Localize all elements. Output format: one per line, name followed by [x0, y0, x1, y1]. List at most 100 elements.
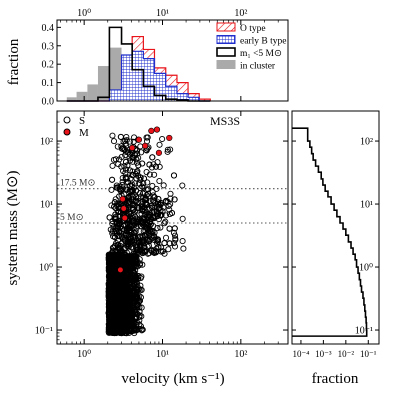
scatter-point-s	[116, 183, 123, 190]
scatter-point-s	[144, 179, 151, 186]
scatter-point-s	[109, 162, 116, 169]
scatter-point-s	[111, 234, 119, 241]
scatter-point-s	[124, 162, 131, 169]
scatter-point-s	[105, 288, 112, 295]
scatter-point-s	[136, 180, 143, 187]
scatter-point-s	[131, 282, 138, 289]
top-hist-bar	[143, 58, 155, 101]
top-xtick-label: 10²	[234, 8, 247, 19]
top-ytick-label: 0.2	[42, 60, 55, 71]
scatter-point-s	[156, 141, 163, 148]
scatter-point-s	[133, 246, 140, 253]
scatter-point-s	[113, 281, 120, 288]
scatter-point-s	[137, 247, 144, 254]
scatter-point-s	[134, 199, 141, 206]
scatter-point-s	[171, 239, 178, 247]
scatter-xtick-label: 10¹	[156, 349, 169, 360]
scatter-point-s	[137, 174, 144, 181]
scatter-point-s	[114, 311, 121, 318]
scatter-point-s	[135, 162, 142, 169]
scatter-point-s	[117, 133, 124, 140]
top-hist-bar	[97, 66, 110, 101]
scatter-point-m	[120, 205, 127, 212]
scatter-point-s	[108, 273, 115, 280]
scatter-point-s	[133, 244, 140, 251]
scatter-xtick-label: 10²	[234, 349, 247, 360]
scatter-point-s	[166, 225, 173, 232]
scatter-point-s	[167, 146, 174, 153]
scatter-ytick-label: 10²	[40, 137, 53, 148]
scatter-point-s	[152, 163, 160, 170]
scatter-frame	[56, 110, 289, 345]
scatter-point-s	[119, 305, 126, 312]
scatter-point-s	[139, 233, 146, 240]
scatter-point-s	[111, 199, 118, 206]
right-hist-xlabel: fraction	[312, 371, 359, 387]
scatter-point-s	[127, 188, 134, 195]
scatter-point-s	[116, 221, 123, 228]
scatter-point-s	[160, 182, 167, 189]
scatter-point-s	[131, 326, 138, 333]
scatter-point-s	[118, 240, 125, 247]
scatter-point-s	[122, 166, 130, 173]
right-xtick-label: 10⁻¹	[360, 349, 377, 359]
scatter-point-s	[133, 187, 140, 194]
scatter-point-m	[148, 127, 155, 134]
scatter-point-s	[140, 175, 148, 182]
legend-label-M: M	[79, 127, 89, 139]
legend-label-grey-fill: in cluster	[240, 62, 276, 72]
scatter-point-s	[168, 209, 176, 217]
legend-swatch-red-hatch	[216, 22, 236, 32]
scatter-point-s	[162, 218, 169, 225]
scatter-point-s	[110, 224, 117, 231]
scatter-point-s	[106, 309, 113, 317]
top-hist-step	[66, 26, 211, 102]
scatter-point-s	[125, 194, 132, 201]
scatter-point-s	[171, 232, 179, 239]
scatter-point-s	[134, 168, 141, 175]
scatter-point-s	[143, 192, 150, 199]
scatter-point-s	[128, 275, 135, 282]
scatter-point-s	[119, 296, 126, 303]
scatter-point-s	[127, 240, 134, 247]
scatter-point-s	[115, 161, 122, 168]
right-ytick-label: 10⁻¹	[355, 326, 373, 337]
top-hist-bar	[176, 82, 189, 101]
scatter-point-s	[128, 272, 135, 279]
scatter-point-s	[126, 187, 133, 194]
scatter-point-s	[179, 182, 186, 189]
scatter-point-s	[152, 249, 159, 256]
scatter-point-s	[124, 149, 132, 156]
scatter-xtick-label: 10⁰	[77, 349, 91, 360]
legend-label-blue-grid: early B type	[240, 37, 286, 47]
scatter-point-s	[125, 324, 132, 331]
scatter-point-s	[144, 237, 151, 244]
scatter-point-s	[113, 182, 120, 189]
scatter-point-m	[155, 149, 163, 156]
scatter-point-s	[120, 312, 127, 319]
scatter-point-s	[113, 184, 120, 191]
scatter-point-s	[135, 273, 142, 280]
scatter-point-s	[124, 299, 131, 306]
scatter-point-s	[143, 201, 150, 208]
scatter-point-s	[157, 224, 164, 231]
scatter-point-s	[124, 285, 131, 293]
scatter-point-s	[110, 308, 117, 315]
scatter-point-s	[164, 146, 171, 153]
top-hist-bar	[132, 51, 144, 101]
scatter-point-s	[170, 172, 178, 179]
scatter-point-s	[112, 290, 119, 297]
legend-label-red-hatch: O type	[240, 24, 266, 34]
scatter-point-s	[119, 185, 126, 192]
scatter-point-s	[111, 273, 118, 280]
scatter-point-s	[133, 156, 140, 163]
top-series-blue-grid	[66, 50, 211, 102]
scatter-point-m	[153, 126, 161, 133]
top-hist-ylabel: fraction	[6, 38, 22, 85]
guide-label: 17.5 M⊙	[60, 179, 95, 189]
scatter-point-s	[109, 289, 116, 296]
scatter-point-s	[120, 167, 127, 175]
scatter-point-s	[120, 304, 127, 311]
scatter-point-s	[148, 204, 156, 211]
